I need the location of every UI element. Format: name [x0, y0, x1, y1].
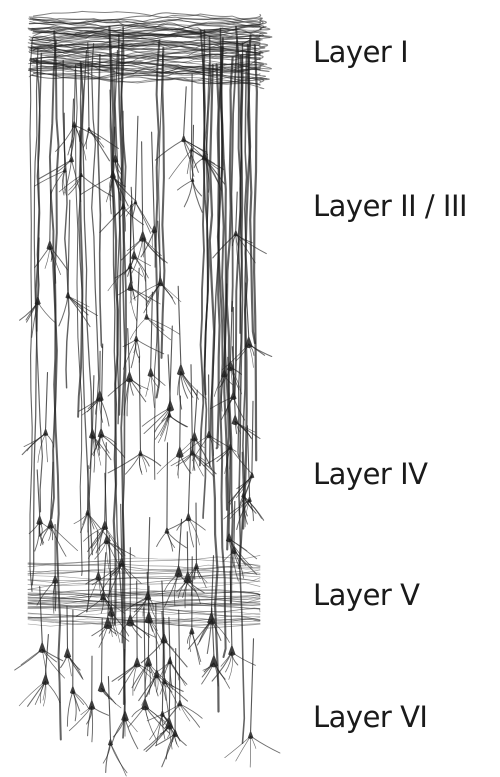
neuron-somata — [14, 42, 281, 777]
layer-i-label: Layer I — [313, 35, 409, 69]
layer-ii-iii-label: Layer II / III — [313, 189, 468, 223]
dendrite-fibers — [27, 10, 273, 744]
layer-iv-label: Layer IV — [313, 457, 428, 491]
layer-v-label: Layer V — [313, 578, 420, 612]
layer-vi-label: Layer VI — [313, 700, 428, 734]
